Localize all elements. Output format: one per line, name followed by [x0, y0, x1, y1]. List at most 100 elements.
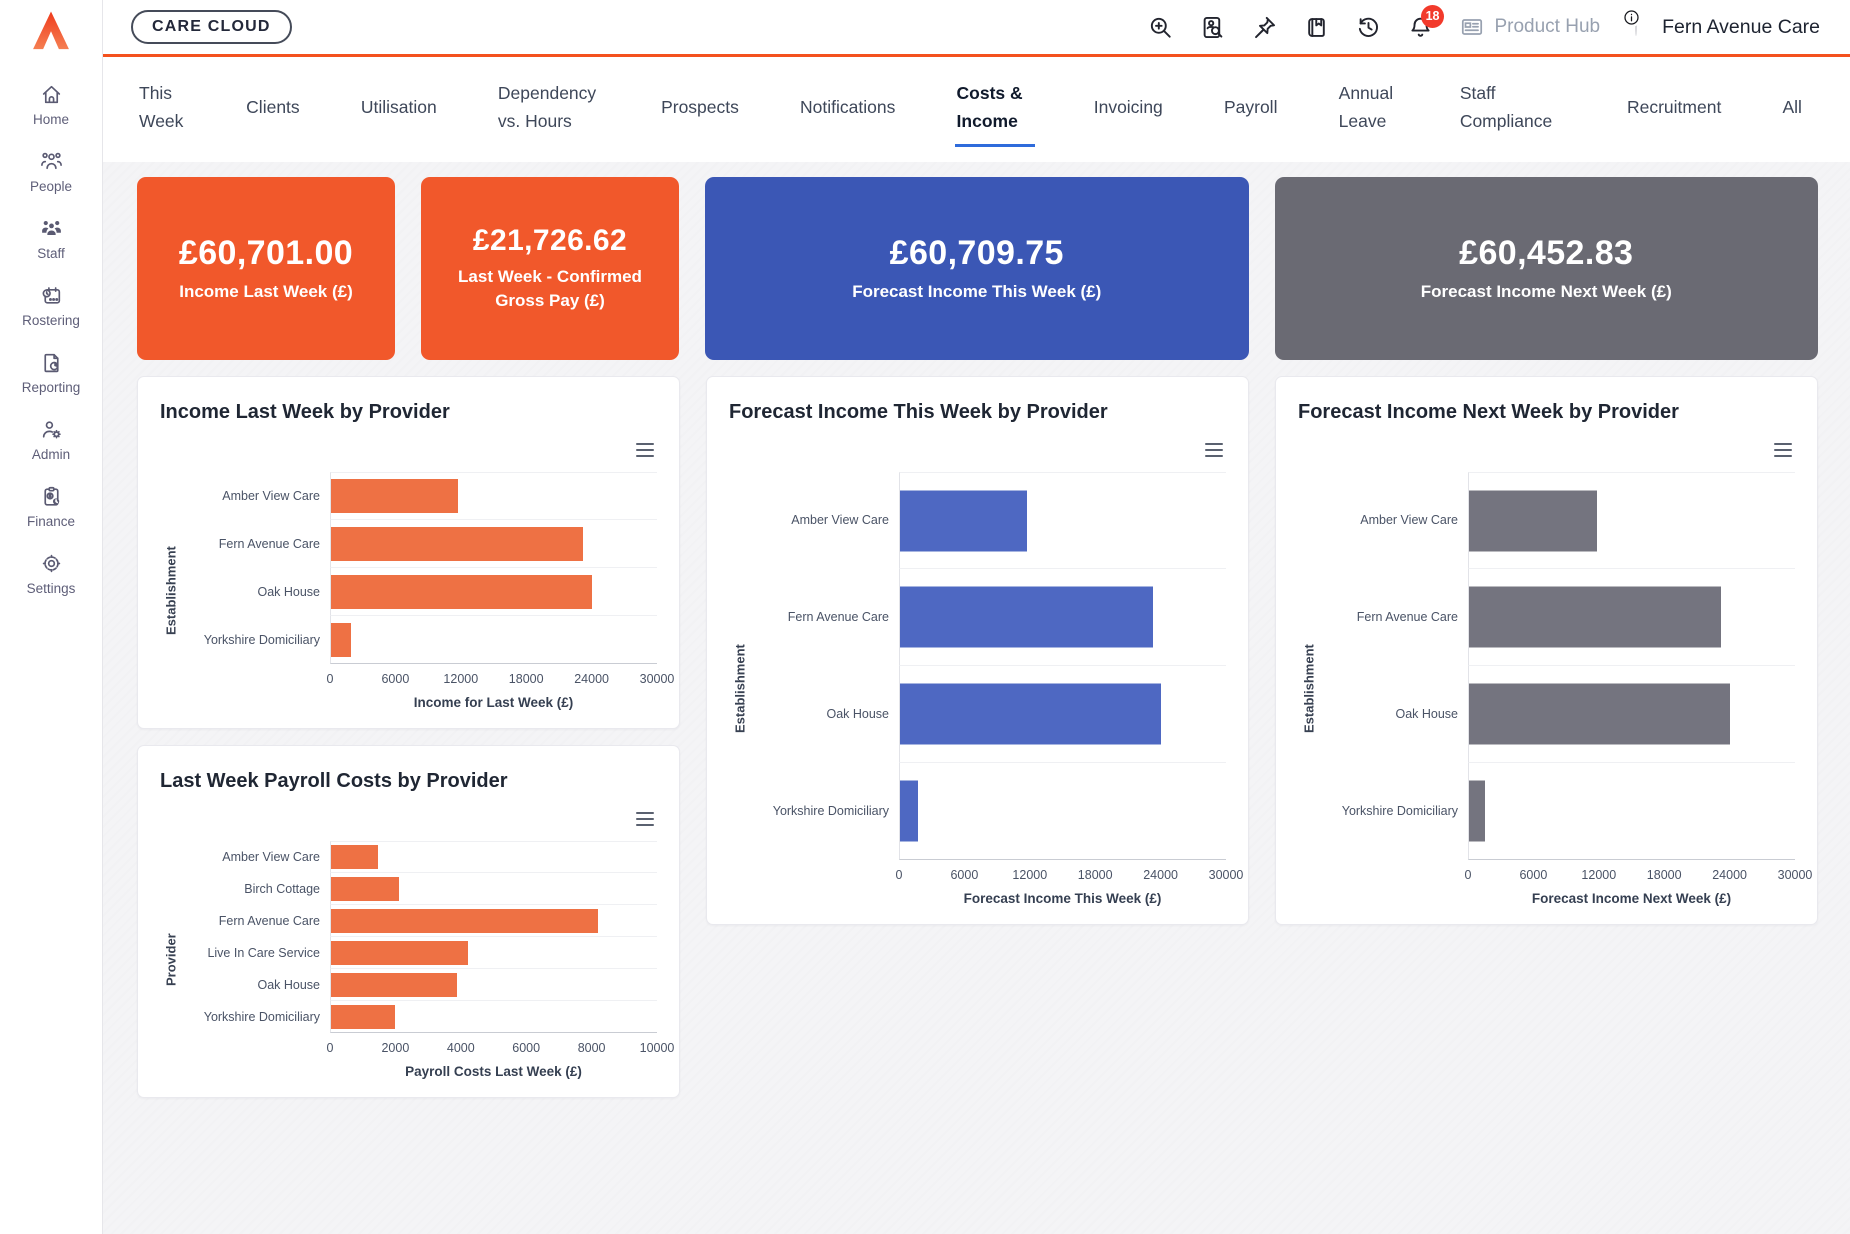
user-avatar[interactable]	[1622, 8, 1642, 36]
x-tick-label: 18000	[1646, 868, 1682, 882]
chart-row: Birch Cottage	[182, 873, 657, 905]
sidebar-item-home[interactable]: Home	[0, 71, 102, 138]
chart-menu-icon[interactable]	[633, 809, 657, 829]
kpi-value: £60,452.83	[1459, 233, 1634, 272]
bar	[331, 622, 351, 657]
zoom-in-icon[interactable]	[1147, 14, 1174, 41]
category-label: Yorkshire Domiciliary	[203, 632, 320, 647]
bar	[1469, 780, 1485, 842]
client-search-icon[interactable]	[1199, 14, 1226, 41]
product-hub-label: Product Hub	[1494, 16, 1601, 37]
category-label: Yorkshire Domiciliary	[772, 804, 889, 818]
bar	[1469, 490, 1598, 551]
chart-menu-icon[interactable]	[1202, 440, 1226, 460]
tab-dependency-vs-hours[interactable]: Dependency vs. Hours	[497, 82, 597, 131]
info-icon[interactable]	[1622, 8, 1642, 27]
charts-column-1: Income Last Week by Provider Establishme…	[137, 376, 680, 1098]
x-axis-title: Forecast Income This Week (£)	[963, 891, 1162, 906]
chart-menu-icon[interactable]	[1771, 440, 1795, 460]
sidebar-item-settings[interactable]: Settings	[0, 540, 102, 607]
x-tick-label: 18000	[1077, 868, 1113, 882]
x-tick-label: 24000	[1712, 868, 1747, 882]
chart-row: Yorkshire Domiciliary	[751, 763, 1226, 860]
chart-row: Oak House	[182, 969, 657, 1001]
bookmark-icon[interactable]	[1303, 14, 1330, 41]
bar	[1469, 586, 1722, 648]
chart-row: Fern Avenue Care	[751, 569, 1226, 666]
tab-invoicing[interactable]: Invoicing	[1093, 96, 1163, 117]
sidebar-item-staff[interactable]: Staff	[0, 205, 102, 272]
x-tick-label: 18000	[508, 672, 544, 686]
bar-track	[330, 841, 657, 873]
notifications-bell[interactable]: 18	[1407, 4, 1445, 41]
sidebar-item-reporting[interactable]: Reporting	[0, 339, 102, 406]
chart-row: Yorkshire Domiciliary	[1320, 763, 1795, 860]
x-tick-label: 6000	[512, 1041, 541, 1055]
x-axis: 0 6000 12000 18000 24000 30000	[751, 860, 1244, 888]
category-label: Amber View Care	[222, 849, 320, 864]
rostering-icon	[42, 287, 60, 304]
app-logo[interactable]	[0, 0, 102, 57]
tab-this-week[interactable]: This Week	[139, 82, 184, 131]
category-label: Live In Care Service	[207, 945, 320, 960]
x-tick-label: 4000	[446, 1041, 475, 1055]
tab-all[interactable]: All	[1782, 96, 1802, 117]
chart-row: Oak House	[751, 666, 1226, 763]
bar-chart: Establishment Amber View Care Fern Avenue…	[729, 472, 1244, 906]
chart-forecast-income-this-week: Forecast Income This Week by Provider Es…	[706, 376, 1249, 925]
kpi-label: Forecast Income This Week (£)	[852, 281, 1102, 301]
chart-title: Income Last Week by Provider	[160, 401, 450, 423]
kpi-value: £21,726.62	[472, 224, 628, 258]
tab-recruitment[interactable]: Recruitment	[1626, 96, 1722, 117]
tab-costs-income[interactable]: Costs & Income	[954, 73, 1035, 147]
x-axis: 0 6000 12000 18000 24000 30000	[1320, 860, 1813, 888]
category-label: Amber View Care	[222, 488, 320, 503]
x-tick-label: 6000	[381, 672, 410, 686]
sidebar-item-rostering[interactable]: Rostering	[0, 272, 102, 339]
product-hub-link[interactable]: Product Hub	[1459, 14, 1600, 40]
pin-icon[interactable]	[1251, 14, 1278, 41]
dashboard-content: £60,701.00 Income Last Week (£) £21,726.…	[103, 162, 1850, 1234]
chart-row: Fern Avenue Care	[1320, 569, 1795, 666]
category-label: Fern Avenue Care	[218, 913, 320, 928]
chart-menu-icon[interactable]	[633, 440, 657, 460]
category-label: Amber View Care	[1360, 513, 1458, 527]
sidebar-item-people[interactable]: People	[0, 138, 102, 205]
tab-clients[interactable]: Clients	[246, 96, 300, 117]
tab-annual-leave[interactable]: Annual Leave	[1338, 82, 1394, 131]
tab-notifications[interactable]: Notifications	[800, 96, 896, 117]
x-tick-label: 0	[326, 1041, 334, 1055]
sidebar-item-finance[interactable]: Finance	[0, 473, 102, 540]
bar-track	[1468, 763, 1795, 860]
people-icon	[40, 152, 62, 170]
chart-title: Last Week Payroll Costs by Provider	[160, 770, 508, 792]
chart-row: Yorkshire Domiciliary	[182, 616, 657, 664]
x-tick-label: 0	[326, 672, 334, 686]
history-icon[interactable]	[1355, 14, 1382, 41]
sidebar: Home People Staff Rostering Reporting Ad…	[0, 0, 103, 1234]
kpi-value: £60,709.75	[889, 233, 1064, 272]
bar-track	[330, 568, 657, 616]
top-bar: CARE CLOUD 18	[103, 0, 1850, 57]
tab-utilisation[interactable]: Utilisation	[360, 96, 437, 117]
sidebar-item-label: Settings	[26, 581, 76, 596]
category-label: Oak House	[257, 584, 320, 599]
tab-staff-compliance[interactable]: Staff Compliance	[1459, 82, 1553, 131]
y-axis-title: Establishment	[1301, 644, 1317, 734]
bar	[331, 574, 592, 609]
bar-track	[1468, 569, 1795, 666]
brand-badge[interactable]: CARE CLOUD	[131, 10, 292, 44]
kpi-confirmed-gross-pay: £21,726.62 Last Week - Confirmed Gross P…	[421, 177, 679, 360]
bar	[900, 683, 1161, 745]
x-axis-title: Income for Last Week (£)	[413, 695, 574, 710]
avatar[interactable]	[1635, 17, 1638, 36]
tab-prospects[interactable]: Prospects	[661, 96, 739, 117]
topbar-actions: 18 Product Hub Fern Avenue Care	[1147, 4, 1820, 41]
y-axis-title: Establishment	[732, 644, 748, 734]
sidebar-item-admin[interactable]: Admin	[0, 406, 102, 473]
tab-payroll[interactable]: Payroll	[1223, 96, 1278, 117]
chart-row: Fern Avenue Care	[182, 520, 657, 568]
account-name: Fern Avenue Care	[1662, 15, 1820, 38]
x-axis-title: Payroll Costs Last Week (£)	[405, 1064, 582, 1079]
x-tick-label: 0	[895, 868, 903, 882]
